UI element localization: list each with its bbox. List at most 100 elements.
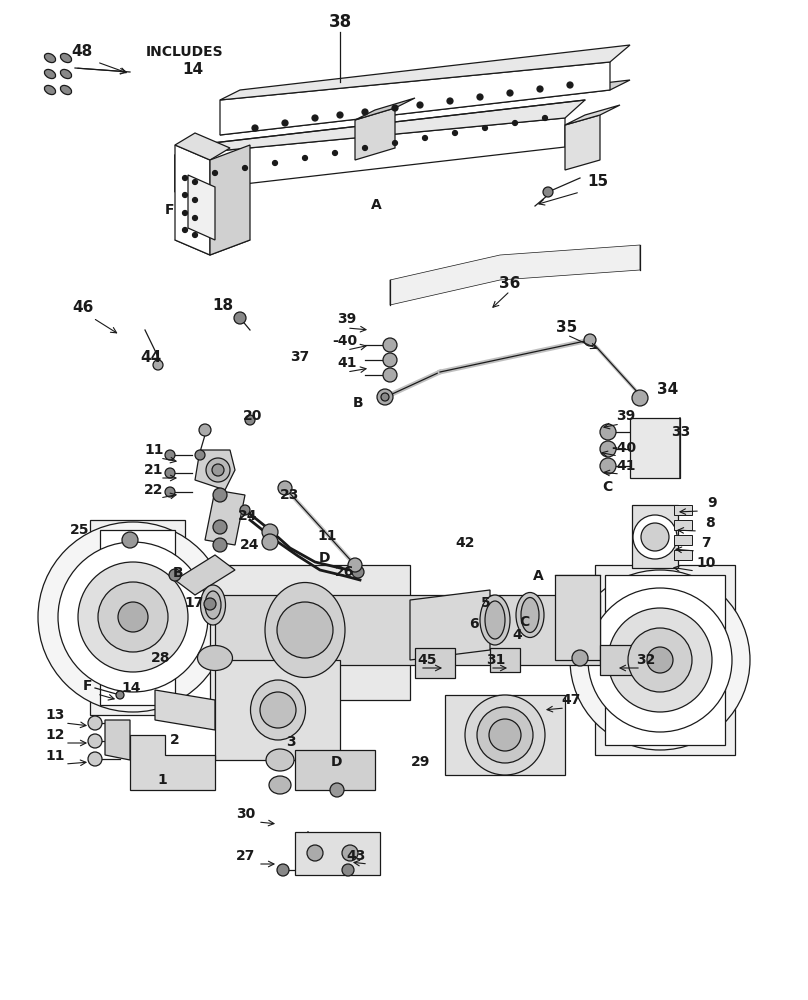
Text: 1: 1 (157, 773, 167, 787)
Text: 23: 23 (280, 488, 300, 502)
Text: B: B (173, 566, 183, 580)
Text: 41: 41 (337, 356, 357, 370)
Circle shape (393, 140, 398, 145)
Polygon shape (390, 245, 640, 305)
Polygon shape (600, 645, 640, 675)
Circle shape (206, 458, 230, 482)
Polygon shape (175, 100, 585, 155)
Text: 22: 22 (145, 483, 164, 497)
Bar (674, 505, 692, 515)
Text: -40: -40 (332, 334, 358, 348)
Text: 24: 24 (238, 509, 258, 523)
Polygon shape (565, 115, 600, 170)
Text: 5: 5 (481, 596, 491, 610)
Circle shape (282, 120, 288, 126)
Text: 15: 15 (587, 174, 608, 190)
Text: 2: 2 (170, 733, 180, 747)
Polygon shape (632, 505, 678, 568)
Circle shape (213, 488, 227, 502)
Text: 36: 36 (499, 275, 520, 290)
Circle shape (633, 515, 677, 559)
Polygon shape (565, 105, 620, 125)
Text: 38: 38 (328, 13, 351, 31)
Text: 11: 11 (318, 529, 337, 543)
Circle shape (245, 415, 255, 425)
Circle shape (452, 130, 457, 135)
Text: 3: 3 (286, 735, 296, 749)
Polygon shape (410, 590, 490, 660)
Text: 39: 39 (338, 312, 356, 326)
Ellipse shape (44, 53, 56, 63)
Text: 20: 20 (243, 409, 263, 423)
Circle shape (641, 523, 669, 551)
Circle shape (348, 558, 362, 572)
Text: 34: 34 (658, 382, 679, 397)
Polygon shape (210, 565, 410, 700)
Text: 14: 14 (183, 62, 204, 78)
Circle shape (118, 602, 148, 632)
Ellipse shape (480, 595, 510, 645)
Circle shape (477, 94, 483, 100)
Ellipse shape (250, 680, 305, 740)
Circle shape (195, 450, 205, 460)
Circle shape (600, 441, 616, 457)
Circle shape (116, 691, 124, 699)
Circle shape (377, 389, 393, 405)
Circle shape (192, 198, 197, 202)
Ellipse shape (61, 53, 72, 63)
Polygon shape (605, 575, 725, 745)
Ellipse shape (485, 601, 505, 639)
Circle shape (262, 524, 278, 540)
Text: 47: 47 (562, 693, 581, 707)
Text: 30: 30 (237, 807, 255, 821)
Circle shape (192, 216, 197, 221)
Text: 21: 21 (145, 463, 164, 477)
Polygon shape (215, 660, 340, 760)
Polygon shape (175, 555, 235, 595)
Circle shape (600, 424, 616, 440)
Text: F: F (82, 679, 92, 693)
Circle shape (383, 338, 397, 352)
Text: -40: -40 (612, 441, 637, 455)
Ellipse shape (200, 585, 225, 625)
Circle shape (647, 647, 673, 673)
Text: A: A (371, 198, 381, 212)
Text: 42: 42 (455, 536, 475, 550)
Circle shape (423, 135, 427, 140)
Circle shape (88, 716, 102, 730)
Circle shape (183, 192, 187, 198)
Circle shape (165, 450, 175, 460)
Polygon shape (595, 565, 735, 755)
Polygon shape (90, 520, 185, 715)
Text: 46: 46 (72, 300, 94, 314)
Text: 26: 26 (335, 565, 355, 579)
Text: C: C (519, 615, 529, 629)
Circle shape (383, 368, 397, 382)
Polygon shape (130, 735, 215, 790)
Circle shape (337, 112, 343, 118)
Polygon shape (175, 118, 565, 192)
Polygon shape (220, 80, 630, 135)
Text: INCLUDES: INCLUDES (146, 45, 224, 59)
Circle shape (213, 520, 227, 534)
Circle shape (212, 464, 224, 476)
Text: 41: 41 (617, 459, 636, 473)
Circle shape (632, 390, 648, 406)
Text: 35: 35 (557, 320, 578, 334)
Ellipse shape (265, 582, 345, 678)
Polygon shape (175, 145, 195, 192)
Circle shape (38, 522, 228, 712)
Text: 28: 28 (151, 651, 170, 665)
Text: 18: 18 (213, 298, 234, 314)
Circle shape (213, 170, 217, 176)
Polygon shape (175, 133, 230, 160)
Ellipse shape (197, 646, 233, 670)
Circle shape (465, 695, 545, 775)
Circle shape (628, 628, 692, 692)
Circle shape (122, 532, 138, 548)
Circle shape (234, 312, 246, 324)
Circle shape (78, 562, 188, 672)
Text: 6: 6 (469, 617, 479, 631)
Circle shape (383, 353, 397, 367)
Circle shape (204, 598, 216, 610)
